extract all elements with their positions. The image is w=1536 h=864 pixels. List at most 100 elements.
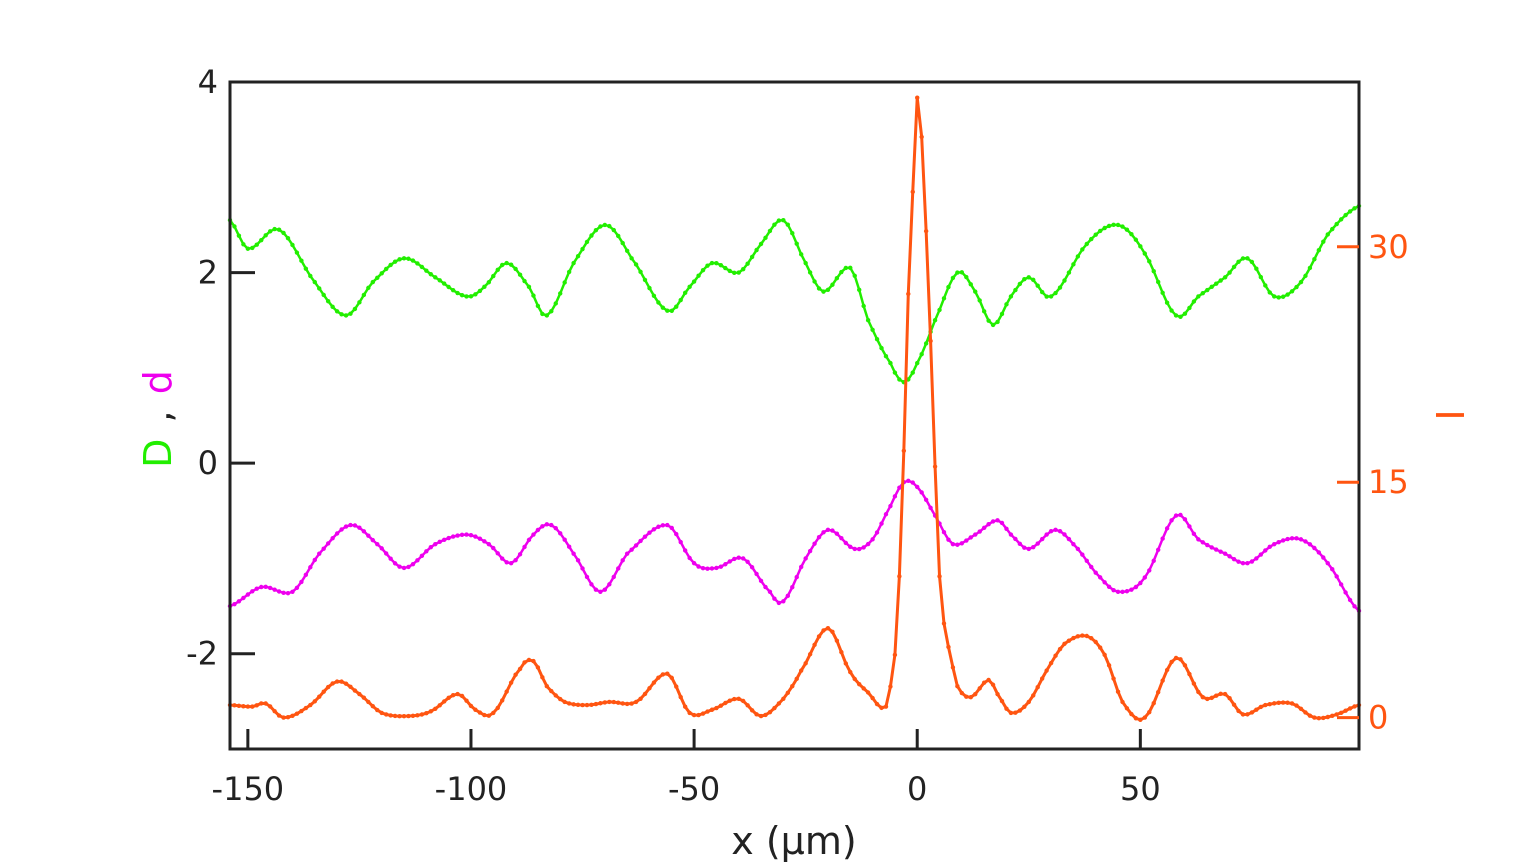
series-d-point bbox=[723, 562, 728, 567]
series-D-point bbox=[1071, 262, 1076, 267]
series-d-point bbox=[1147, 568, 1152, 573]
series-I-point bbox=[973, 691, 978, 697]
series-I-point bbox=[1240, 712, 1246, 717]
series-D-point bbox=[566, 269, 572, 275]
series-D-point bbox=[361, 292, 367, 298]
series-d-point bbox=[406, 564, 411, 570]
series-D-point bbox=[254, 242, 259, 247]
series-I-point bbox=[558, 696, 563, 702]
series-I-point bbox=[428, 709, 434, 714]
series-d-point bbox=[687, 555, 692, 561]
right-tick-label: 15 bbox=[1368, 463, 1409, 501]
series-d-point bbox=[1089, 564, 1094, 570]
series-D-point bbox=[366, 285, 371, 291]
series-I-point bbox=[620, 701, 625, 706]
series-D-point bbox=[259, 237, 264, 243]
series-I-point bbox=[1160, 678, 1165, 683]
series-I-point bbox=[812, 642, 817, 648]
series-I-point bbox=[848, 669, 853, 675]
series-I-point bbox=[1084, 633, 1089, 639]
series-I-point bbox=[723, 700, 728, 706]
series-d-point bbox=[1303, 539, 1308, 544]
series-D-point bbox=[1182, 311, 1188, 316]
series-d-point bbox=[1347, 597, 1353, 603]
series-I-point bbox=[897, 574, 902, 579]
series-d-point bbox=[968, 535, 973, 540]
series-D-point bbox=[732, 270, 737, 275]
series-d-point bbox=[361, 529, 367, 534]
series-d-point bbox=[861, 545, 866, 550]
series-I-point bbox=[616, 700, 621, 705]
series-d-point bbox=[553, 526, 558, 531]
series-I-line bbox=[228, 96, 1361, 722]
series-D-point bbox=[450, 288, 456, 293]
series-d-point bbox=[294, 585, 300, 590]
series-I-point bbox=[1138, 717, 1143, 722]
series-I-point bbox=[888, 684, 893, 689]
series-I-point bbox=[375, 707, 380, 713]
series-I-point bbox=[450, 692, 456, 698]
series-D-point bbox=[522, 278, 527, 284]
series-d-point bbox=[370, 537, 375, 543]
series-D-point bbox=[1200, 291, 1206, 296]
series-d-point bbox=[1120, 589, 1125, 595]
left-axis-label-d-upper: D bbox=[136, 439, 180, 468]
series-D-point bbox=[1102, 225, 1107, 231]
series-I-point bbox=[544, 684, 550, 689]
series-I-point bbox=[321, 689, 326, 694]
left-tick-label: -2 bbox=[186, 635, 218, 673]
series-I-point bbox=[522, 660, 527, 665]
series-d-point bbox=[629, 547, 634, 552]
series-d-point bbox=[303, 572, 309, 578]
series-I-point bbox=[553, 693, 558, 698]
series-d-point bbox=[919, 490, 924, 495]
series-D-point bbox=[647, 285, 652, 291]
series-D-point bbox=[575, 254, 581, 259]
series-d-point bbox=[1343, 590, 1348, 595]
series-I-point bbox=[776, 701, 782, 706]
series-D-point bbox=[1334, 221, 1339, 227]
series-I-point bbox=[923, 228, 929, 234]
series-I-point bbox=[540, 675, 545, 680]
series-D-point bbox=[749, 254, 755, 260]
series-I-point bbox=[1142, 715, 1148, 720]
series-D-point bbox=[1031, 277, 1036, 283]
series-D-point bbox=[294, 250, 300, 255]
series-I-point bbox=[584, 702, 590, 708]
series-D-point bbox=[1173, 313, 1179, 318]
series-I-point bbox=[397, 713, 402, 719]
series-d-point bbox=[1106, 584, 1112, 589]
series-I-point bbox=[308, 702, 313, 708]
series-d-point bbox=[767, 589, 773, 594]
series-I-point bbox=[1017, 708, 1023, 713]
series-d-point bbox=[1169, 518, 1174, 523]
series-D-point bbox=[629, 256, 634, 261]
series-D-point bbox=[870, 327, 875, 332]
series-d-point bbox=[870, 537, 875, 542]
series-d-point bbox=[1151, 558, 1156, 563]
series-D-point bbox=[1285, 292, 1290, 297]
series-D-point bbox=[602, 222, 608, 228]
series-D-point bbox=[727, 268, 732, 274]
series-d-point bbox=[830, 528, 835, 533]
series-d-point bbox=[848, 544, 853, 550]
series-D-point bbox=[986, 318, 991, 323]
series-d-point bbox=[1307, 542, 1313, 547]
series-d-point bbox=[500, 556, 505, 561]
series-I-point bbox=[825, 625, 831, 631]
series-d-point bbox=[910, 480, 915, 485]
series-d-point bbox=[267, 585, 273, 591]
series-D-point bbox=[1142, 251, 1148, 256]
series-D-point bbox=[312, 279, 317, 285]
series-I-point bbox=[504, 689, 509, 694]
series-D-point bbox=[1093, 232, 1098, 237]
series-I-point bbox=[245, 704, 251, 709]
series-I-point bbox=[232, 703, 237, 708]
series-I-point bbox=[946, 644, 951, 650]
series-I-point bbox=[602, 700, 608, 705]
series-d-point bbox=[450, 534, 456, 539]
series-I-point bbox=[1164, 667, 1170, 673]
series-I-point bbox=[250, 704, 255, 709]
series-D-point bbox=[1066, 270, 1072, 275]
series-d-point bbox=[442, 537, 447, 543]
